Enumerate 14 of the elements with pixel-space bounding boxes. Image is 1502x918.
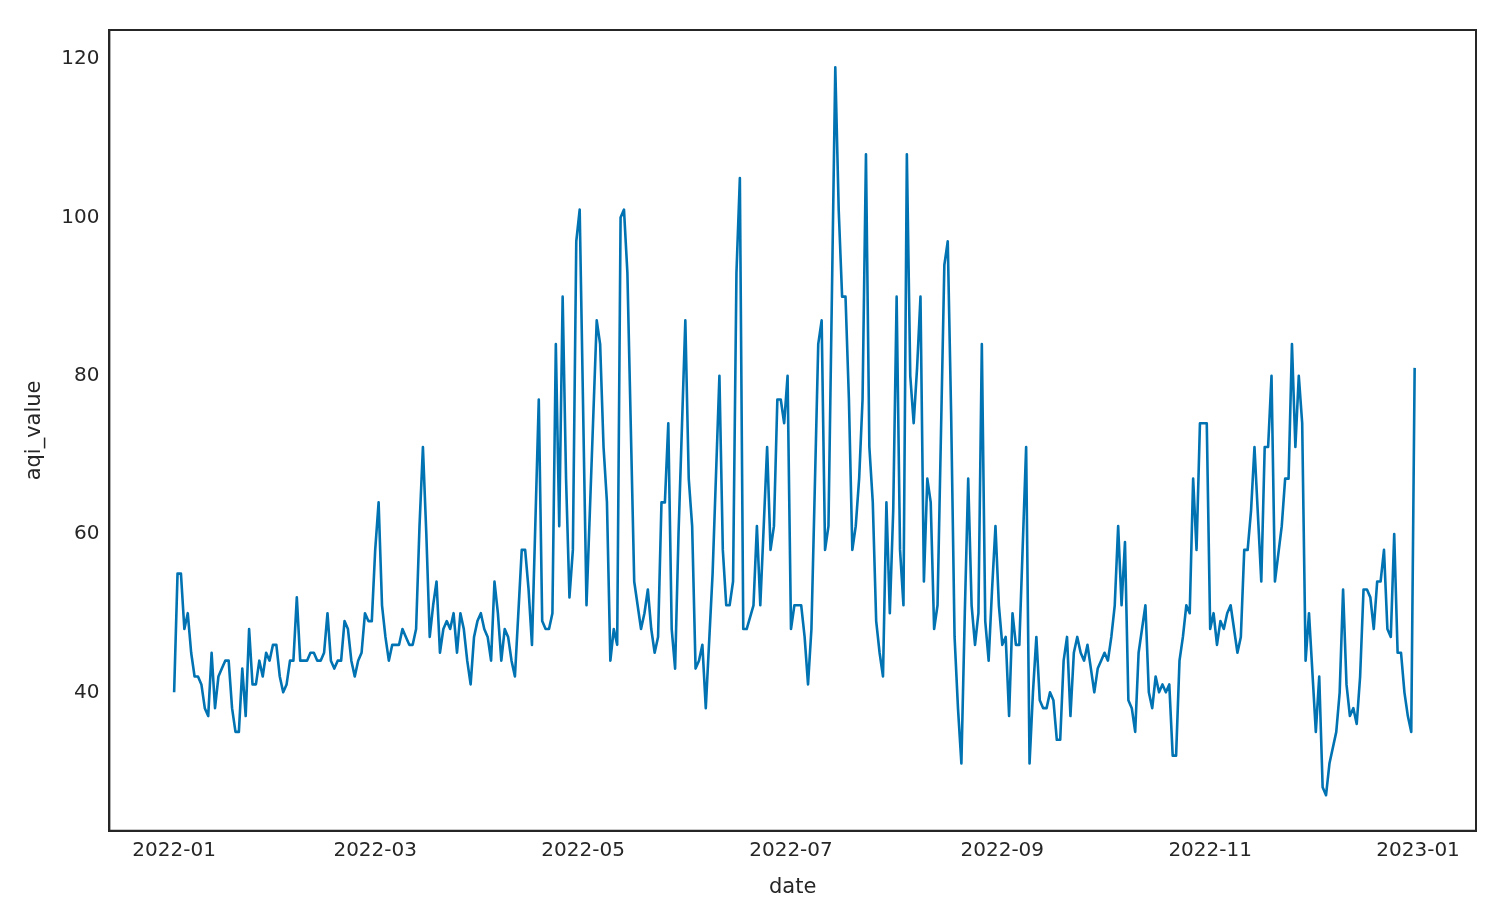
x-tick-label: 2022-07 — [749, 837, 833, 861]
x-tick-label: 2022-01 — [132, 837, 216, 861]
x-tick-label: 2022-03 — [333, 837, 417, 861]
y-tick-label: 40 — [73, 678, 100, 703]
x-tick-label: 2022-09 — [960, 837, 1045, 861]
x-tick-label: 2022-05 — [541, 837, 625, 861]
x-tick-label: 2023-01 — [1376, 837, 1460, 861]
y-axis-title: aqi_value — [21, 380, 47, 481]
y-tick-label: 60 — [73, 520, 100, 545]
x-tick-label: 2022-11 — [1168, 837, 1252, 861]
y-tick-label: 80 — [73, 362, 100, 386]
y-tick-label: 100 — [61, 203, 100, 228]
y-tick-label: 120 — [61, 45, 100, 70]
x-axis-title: date — [769, 873, 817, 898]
